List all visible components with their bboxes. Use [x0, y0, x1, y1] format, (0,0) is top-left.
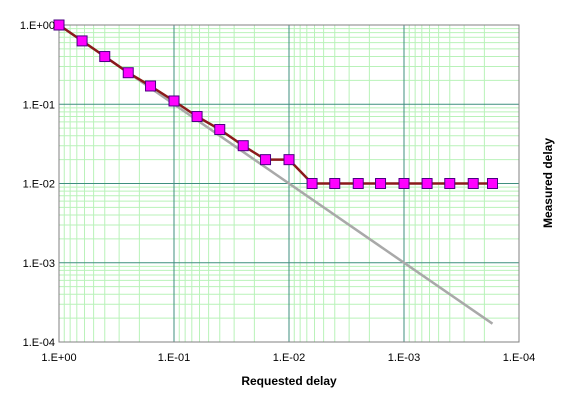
data-point-marker [421, 178, 433, 189]
y-tick-label: 1.E-02 [23, 179, 55, 191]
data-point-marker [122, 67, 134, 79]
data-point-marker [306, 178, 318, 189]
x-tick-label: 1.E+00 [41, 352, 76, 364]
data-point-marker [53, 19, 65, 31]
marker-layer [53, 19, 498, 189]
plot-frame [58, 24, 520, 343]
data-point-marker [260, 154, 272, 166]
x-tick-label: 1.E-04 [503, 352, 535, 364]
x-axis-ticks: 1.E+00 1.E-01 1.E-02 1.E-03 1.E-04 [41, 352, 535, 364]
data-point-marker [375, 178, 387, 189]
data-point-marker [352, 178, 364, 189]
x-axis-title: Requested delay [241, 374, 337, 388]
x-tick-label: 1.E-02 [273, 352, 305, 364]
y-tick-label: 1.E-03 [23, 258, 55, 270]
data-point-marker [444, 178, 456, 189]
data-point-marker [214, 124, 226, 136]
x-tick-label: 1.E-01 [158, 352, 190, 364]
data-point-marker [76, 35, 88, 47]
data-point-marker [191, 111, 203, 123]
data-point-marker [237, 140, 249, 152]
y-axis-title: Measured delay [541, 138, 555, 228]
data-point-marker [99, 51, 111, 63]
data-point-marker [145, 80, 157, 92]
data-point-marker [398, 178, 410, 189]
y-tick-label: 1.E-04 [23, 337, 55, 349]
data-point-marker [168, 95, 180, 107]
y-tick-label: 1.E+00 [20, 20, 55, 32]
data-point-marker [486, 178, 498, 189]
data-point-marker [283, 154, 295, 166]
data-point-marker [467, 178, 479, 189]
y-tick-label: 1.E-01 [23, 99, 55, 111]
x-tick-label: 1.E-03 [388, 352, 420, 364]
data-point-marker [329, 178, 341, 189]
y-axis-ticks: 1.E+00 1.E-01 1.E-02 1.E-03 1.E-04 [20, 20, 55, 349]
